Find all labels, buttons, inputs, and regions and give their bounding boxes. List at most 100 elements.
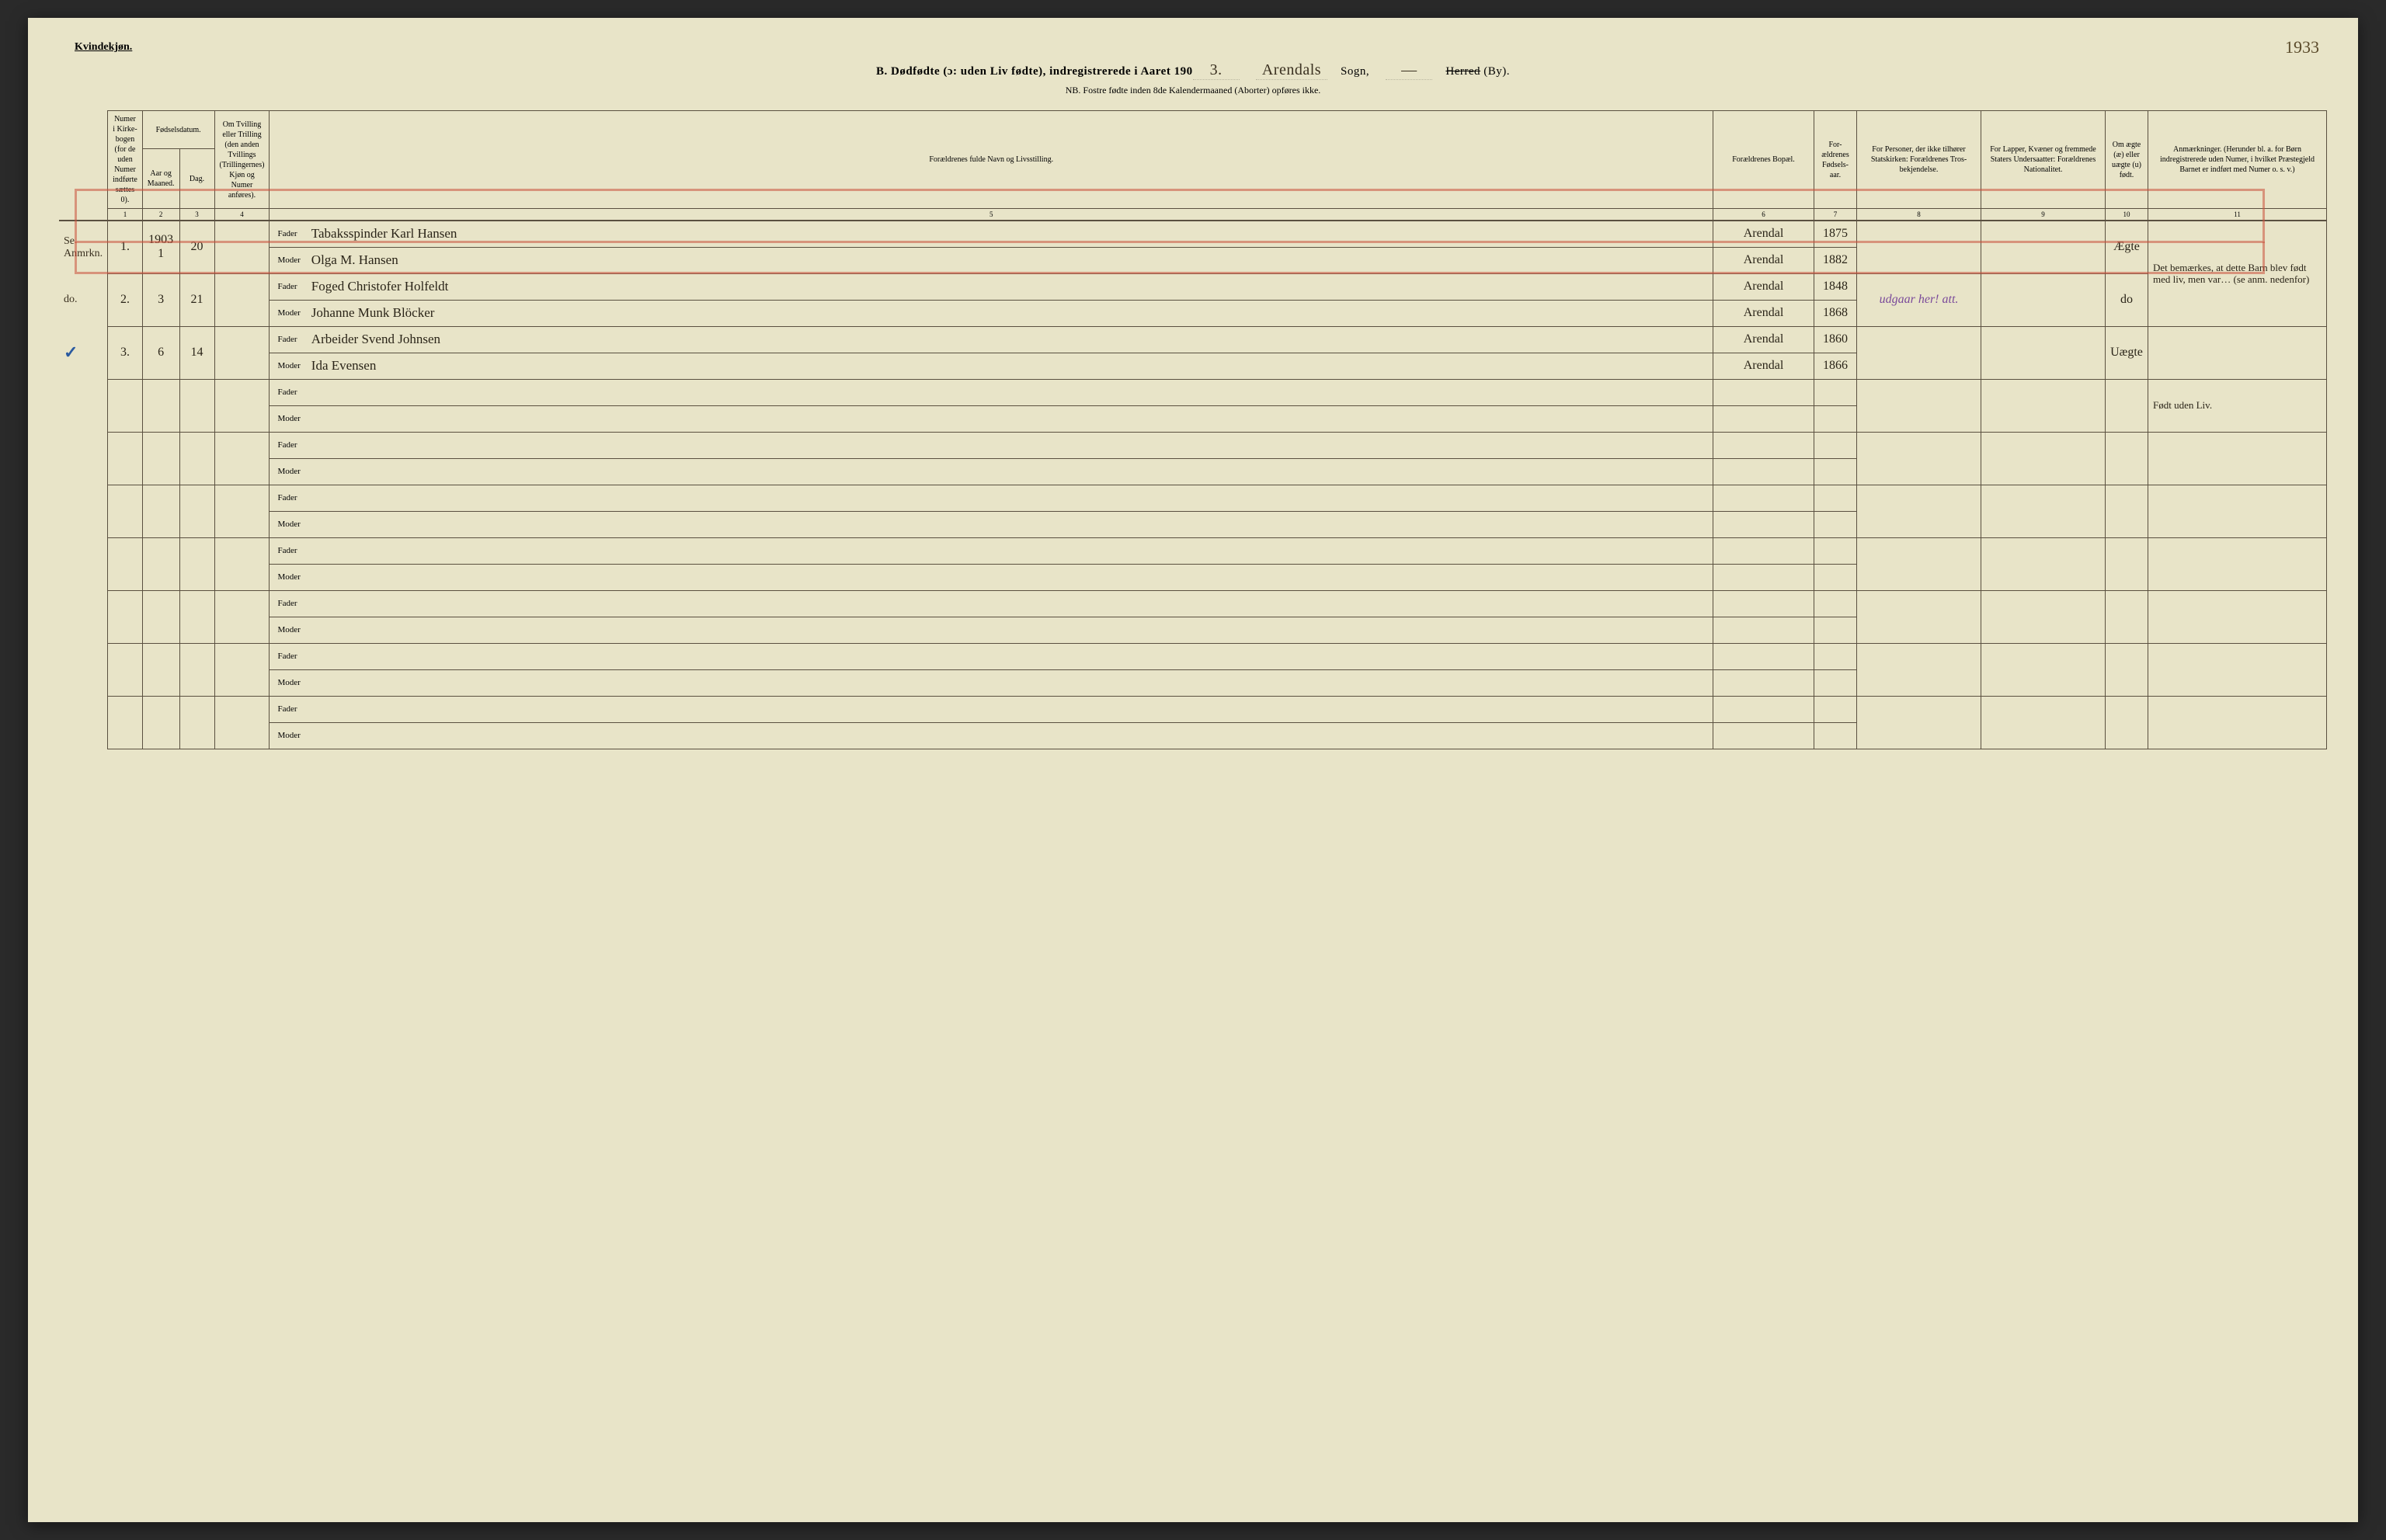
colnum-2: 2 — [142, 209, 179, 221]
col-head-tvilling: Om Tvilling eller Trilling (den anden Tv… — [214, 111, 270, 209]
cell-dag: 14 — [179, 326, 214, 379]
moder-label: Moder — [270, 247, 305, 273]
colnum-5: 5 — [270, 209, 1713, 221]
table-head: Numer i Kirke- bogen (for de uden Numer … — [59, 111, 2327, 221]
cell-faar: 1866 — [1814, 353, 1857, 379]
margin-empty — [59, 432, 108, 485]
column-number-row: 1 2 3 4 5 6 7 8 9 10 11 — [59, 209, 2327, 221]
col-head-fodselsdatum: Fødselsdatum. — [142, 111, 214, 149]
table-row: Fader — [59, 643, 2327, 669]
margin-empty — [59, 696, 108, 749]
cell-empty — [1814, 405, 1857, 432]
cell-moder-name: Olga M. Hansen — [305, 247, 1713, 273]
herred-label-after: (By). — [1483, 65, 1510, 78]
cell-empty — [1857, 379, 1981, 432]
cell-empty — [1981, 379, 2106, 432]
cell-dag: 21 — [179, 273, 214, 326]
cell-empty — [1713, 405, 1814, 432]
cell-tros-purple: udgaar her! att. — [1857, 273, 1981, 326]
table-row: Fader — [59, 537, 2327, 564]
cell-anm: Det bemærkes, at dette Barn blev født me… — [2148, 221, 2327, 326]
cell-faar: 1875 — [1814, 221, 1857, 247]
cell-num: 1. — [108, 221, 143, 273]
margin-empty — [59, 590, 108, 643]
moder-label: Moder — [270, 353, 305, 379]
sogn-name: Arendals — [1256, 61, 1327, 80]
fader-label: Fader — [270, 696, 305, 722]
fader-label: Fader — [270, 537, 305, 564]
cell-tvilling — [214, 273, 270, 326]
colnum-3: 3 — [179, 209, 214, 221]
cell-tros — [1857, 221, 1981, 273]
cell-aegte: do — [2106, 273, 2148, 326]
cell-anm-trailing: Født uden Liv. — [2148, 379, 2327, 432]
col-head-anm: Anmærkninger. (Herunder bl. a. for Børn … — [2148, 111, 2327, 209]
col-head-dag: Dag. — [179, 148, 214, 208]
cell-bopel: Arendal — [1713, 300, 1814, 326]
colnum-margin — [59, 209, 108, 221]
cell-bopel: Arendal — [1713, 247, 1814, 273]
fader-label: Fader — [270, 273, 305, 300]
subtitle-note: NB. Fostre fødte inden 8de Kalendermaane… — [59, 85, 2327, 96]
col-head-bopel: Forældrenes Bopæl. — [1713, 111, 1814, 209]
cell-bopel: Arendal — [1713, 353, 1814, 379]
table-row: do. 2. 3 21 Fader Foged Christofer Holfe… — [59, 273, 2327, 300]
colnum-4: 4 — [214, 209, 270, 221]
cell-tros — [1857, 326, 1981, 379]
title-main: Dødfødte (ɔ: uden Liv fødte), indregistr… — [891, 65, 1193, 78]
col-head-navn: Forældrenes fulde Navn og Livsstilling. — [270, 111, 1713, 209]
herred-name: — — [1386, 61, 1432, 80]
cell-empty — [1713, 379, 1814, 405]
fader-label: Fader — [270, 326, 305, 353]
colnum-6: 6 — [1713, 209, 1814, 221]
cell-nat — [1981, 273, 2106, 326]
fader-label: Fader — [270, 432, 305, 458]
table-row: Fader — [59, 590, 2327, 617]
cell-anm — [2148, 326, 2327, 379]
cell-empty — [142, 379, 179, 432]
cell-faar: 1868 — [1814, 300, 1857, 326]
table-row: Se Anmrkn. 1. 1903 1 20 Fader Tabaksspin… — [59, 221, 2327, 247]
margin-empty — [59, 485, 108, 537]
cell-faar: 1848 — [1814, 273, 1857, 300]
cell-tvilling — [214, 221, 270, 273]
year-suffix: 3. — [1193, 61, 1240, 80]
moder-label: Moder — [270, 564, 305, 590]
title-prefix: B. — [876, 65, 888, 78]
margin-empty — [59, 643, 108, 696]
table-row: Fader Født uden Liv. — [59, 379, 2327, 405]
fader-label: Fader — [270, 485, 305, 511]
cell-bopel: Arendal — [1713, 326, 1814, 353]
register-table: Numer i Kirke- bogen (for de uden Numer … — [59, 110, 2327, 749]
moder-label: Moder — [270, 722, 305, 749]
moder-label: Moder — [270, 669, 305, 696]
cell-dag: 20 — [179, 221, 214, 273]
cell-aar: 3 — [142, 273, 179, 326]
cell-empty — [179, 379, 214, 432]
table-row: Fader — [59, 485, 2327, 511]
cell-empty — [2106, 379, 2148, 432]
cell-nat — [1981, 221, 2106, 273]
moder-label: Moder — [270, 511, 305, 537]
cell-num: 3. — [108, 326, 143, 379]
cell-bopel: Arendal — [1713, 221, 1814, 247]
colnum-10: 10 — [2106, 209, 2148, 221]
ledger-page: 1933 Kvindekjøn. B. Dødfødte (ɔ: uden Li… — [28, 18, 2358, 1522]
herred-label-struck: Herred — [1445, 65, 1480, 78]
cell-aar: 1903 1 — [142, 221, 179, 273]
moder-label: Moder — [270, 617, 305, 643]
fader-label: Fader — [270, 221, 305, 247]
cell-moder-name: Johanne Munk Blöcker — [305, 300, 1713, 326]
cell-aegte: Uægte — [2106, 326, 2148, 379]
margin-check: ✓ — [59, 326, 108, 379]
cell-empty — [305, 405, 1713, 432]
sogn-label: Sogn, — [1341, 65, 1369, 78]
margin-empty — [59, 379, 108, 432]
table-body: Se Anmrkn. 1. 1903 1 20 Fader Tabaksspin… — [59, 221, 2327, 749]
cell-moder-name: Ida Evensen — [305, 353, 1713, 379]
table-row: Fader — [59, 432, 2327, 458]
col-head-tros: For Personer, der ikke tilhører Statskir… — [1857, 111, 1981, 209]
cell-fader-name: Foged Christofer Holfeldt — [305, 273, 1713, 300]
cell-bopel: Arendal — [1713, 273, 1814, 300]
moder-label: Moder — [270, 405, 305, 432]
